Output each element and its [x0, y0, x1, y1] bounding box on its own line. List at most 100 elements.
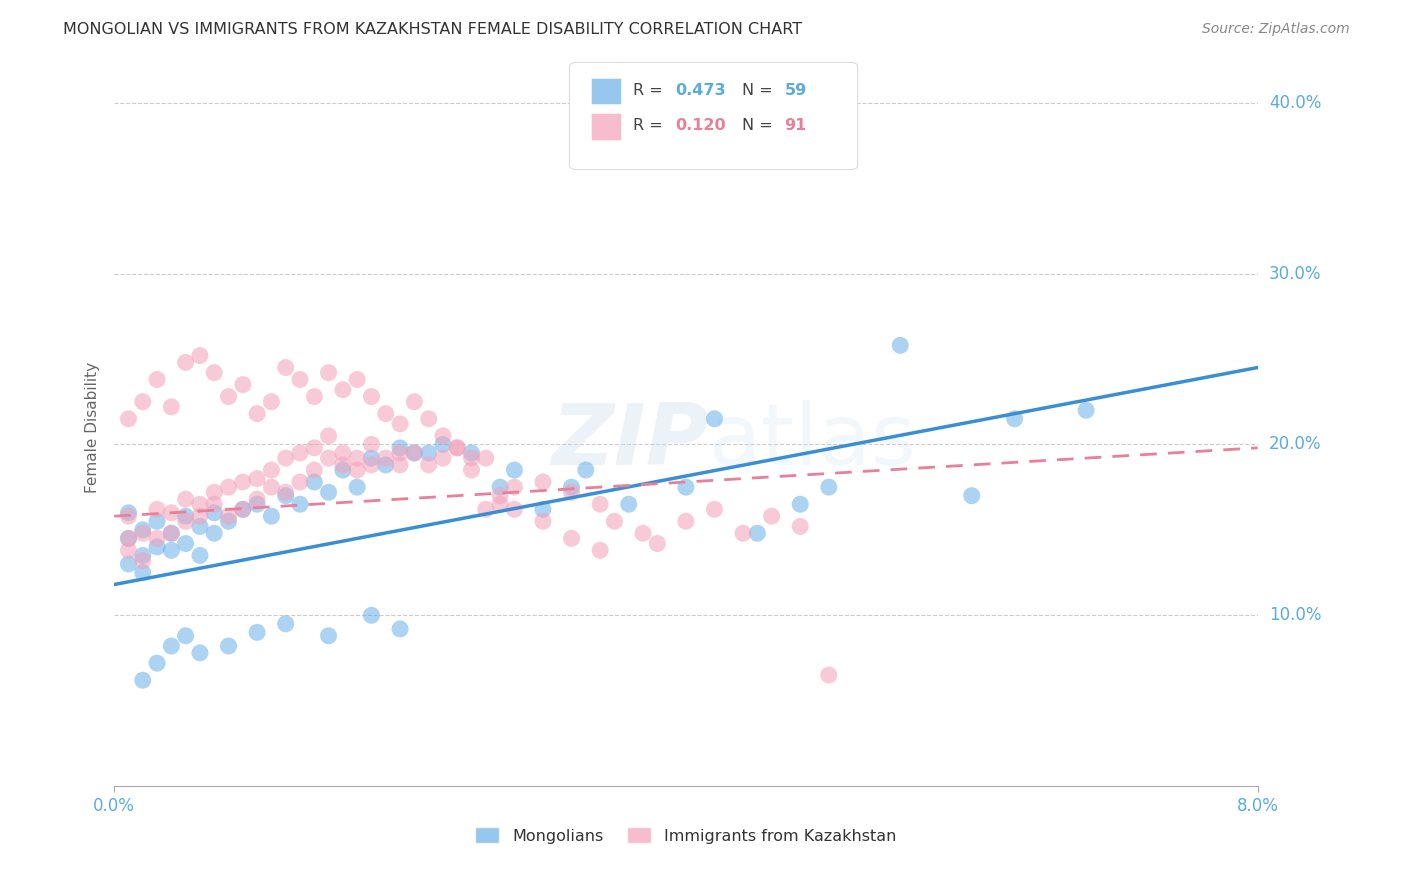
Text: atlas: atlas [709, 401, 917, 483]
Point [346, 463, 368, 477]
Point [202, 366, 225, 380]
Point [703, 502, 725, 516]
Point [960, 489, 983, 503]
Point [132, 549, 155, 563]
Point [218, 514, 240, 528]
Point [460, 446, 482, 460]
Point [202, 506, 225, 520]
Point [789, 497, 811, 511]
Point [332, 446, 354, 460]
Point [346, 480, 368, 494]
Point [117, 532, 139, 546]
Point [188, 519, 211, 533]
Point [332, 383, 354, 397]
Point [117, 509, 139, 524]
Point [132, 553, 155, 567]
Point [117, 411, 139, 425]
Point [374, 407, 396, 421]
Point [603, 514, 626, 528]
Point [160, 526, 183, 541]
Point [174, 355, 197, 369]
Point [360, 390, 382, 404]
Point [446, 441, 468, 455]
Legend: Mongolians, Immigrants from Kazakhstan: Mongolians, Immigrants from Kazakhstan [470, 821, 903, 850]
Point [561, 532, 583, 546]
Text: R =: R = [633, 83, 668, 97]
Point [432, 437, 454, 451]
Point [747, 526, 769, 541]
Point [360, 437, 382, 451]
Text: MONGOLIAN VS IMMIGRANTS FROM KAZAKHSTAN FEMALE DISABILITY CORRELATION CHART: MONGOLIAN VS IMMIGRANTS FROM KAZAKHSTAN … [63, 22, 803, 37]
Point [503, 463, 526, 477]
Text: Source: ZipAtlas.com: Source: ZipAtlas.com [1202, 22, 1350, 37]
Point [561, 485, 583, 500]
Text: R =: R = [633, 119, 668, 133]
Point [318, 366, 340, 380]
Point [202, 526, 225, 541]
Point [218, 639, 240, 653]
Point [246, 472, 269, 486]
Point [174, 536, 197, 550]
Point [174, 629, 197, 643]
Point [160, 543, 183, 558]
Point [146, 502, 169, 516]
Point [318, 629, 340, 643]
Point [174, 492, 197, 507]
Text: N =: N = [742, 119, 779, 133]
Point [531, 514, 554, 528]
Text: 40.0%: 40.0% [1268, 94, 1322, 112]
Point [246, 492, 269, 507]
Point [1004, 411, 1026, 425]
Point [589, 497, 612, 511]
Point [817, 668, 839, 682]
Point [218, 390, 240, 404]
Point [160, 400, 183, 414]
Point [446, 441, 468, 455]
Point [232, 502, 254, 516]
Point [404, 394, 426, 409]
Text: 59: 59 [785, 83, 807, 97]
Point [274, 485, 297, 500]
Point [531, 502, 554, 516]
Point [360, 451, 382, 466]
Point [432, 429, 454, 443]
Point [260, 509, 283, 524]
Point [132, 526, 155, 541]
Point [202, 485, 225, 500]
Point [645, 536, 668, 550]
Point [631, 526, 654, 541]
Point [246, 625, 269, 640]
Point [374, 458, 396, 472]
Point [389, 441, 412, 455]
Point [288, 475, 311, 489]
Text: 0.473: 0.473 [675, 83, 725, 97]
Text: 10.0%: 10.0% [1268, 607, 1322, 624]
Point [589, 543, 612, 558]
Point [174, 514, 197, 528]
Point [389, 417, 412, 431]
Point [232, 475, 254, 489]
Point [360, 608, 382, 623]
Point [304, 441, 326, 455]
Point [703, 411, 725, 425]
Point [232, 377, 254, 392]
Point [117, 506, 139, 520]
Point [332, 463, 354, 477]
Point [146, 532, 169, 546]
Point [360, 458, 382, 472]
Point [117, 532, 139, 546]
Point [117, 543, 139, 558]
Point [889, 338, 911, 352]
Point [789, 519, 811, 533]
Point [318, 451, 340, 466]
Point [188, 549, 211, 563]
Point [188, 497, 211, 511]
Point [274, 489, 297, 503]
Point [489, 489, 512, 503]
Text: 91: 91 [785, 119, 807, 133]
Point [332, 458, 354, 472]
Point [132, 566, 155, 580]
Point [531, 475, 554, 489]
Text: 30.0%: 30.0% [1268, 265, 1322, 283]
Point [617, 497, 640, 511]
